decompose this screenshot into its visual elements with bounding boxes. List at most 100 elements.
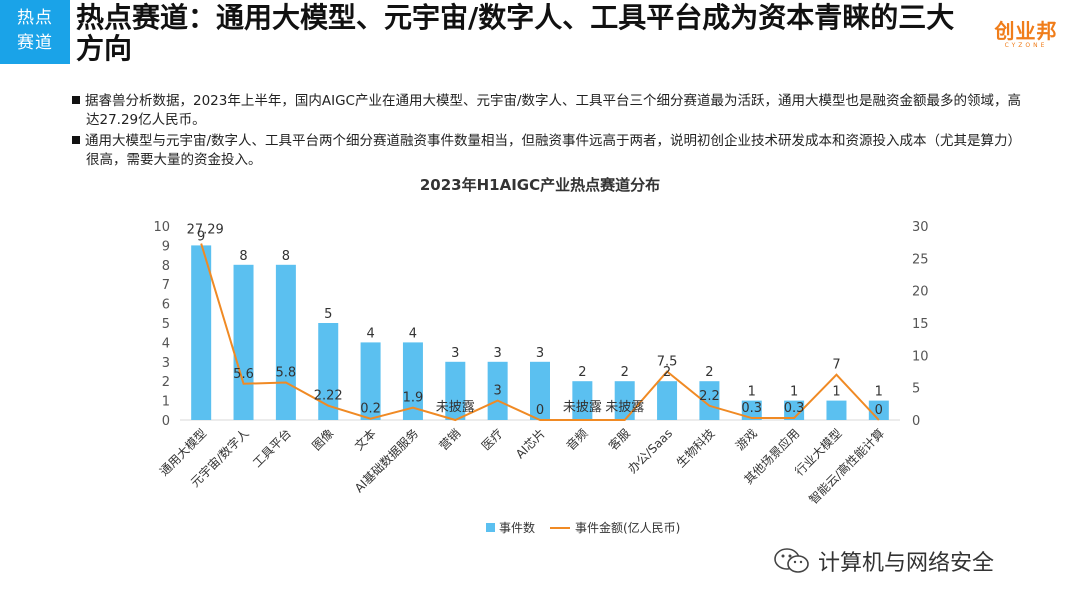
y-left-tick-label: 7 (162, 278, 170, 293)
legend-bar-swatch (486, 523, 495, 532)
bar-value-label: 9 (197, 229, 205, 244)
bar-value-label: 4 (366, 326, 374, 341)
y-right-tick-label: 30 (912, 220, 929, 235)
bar-value-label: 2 (663, 365, 671, 380)
y-right-tick-label: 10 (912, 349, 929, 364)
y-right-tick-label: 5 (912, 382, 920, 397)
line-value-label: 27.29 (187, 223, 224, 238)
bar-10 (614, 381, 635, 420)
bar-13 (741, 400, 762, 420)
section-tag-line1: 热点 (17, 8, 53, 28)
y-right-tick-label: 0 (912, 414, 920, 429)
bar-0 (191, 245, 212, 420)
x-tick-label: 工具平台 (249, 426, 294, 471)
bar-14 (784, 400, 805, 420)
bullet-text: 据睿兽分析数据，2023年上半年，国内AIGC产业在通用大模型、元宇宙/数字人、… (85, 93, 1022, 128)
bar-8 (530, 361, 550, 420)
line-value-label: 1.9 (403, 391, 424, 406)
bar-7 (487, 361, 508, 420)
x-tick-label: 医疗 (479, 426, 506, 453)
bar-value-label: 8 (282, 249, 290, 264)
y-left-tick-label: 6 (162, 298, 170, 313)
line-value-label: 0.2 (360, 402, 381, 417)
line-value-label: 7 (832, 358, 840, 373)
line-value-label: 0.3 (784, 401, 805, 416)
legend-bar-label: 事件数 (499, 520, 535, 535)
line-value-label: 2.2 (699, 389, 720, 404)
line-value-label: 7.5 (657, 355, 678, 370)
x-tick-label: AI芯片 (513, 426, 548, 461)
line-value-label: 0 (536, 403, 544, 418)
bar-value-label: 3 (494, 346, 502, 361)
bullet-text: 通用大模型与元宇宙/数字人、工具平台两个细分赛道融资事件数量相当，但融资事件远高… (85, 133, 1022, 168)
x-tick-label: 生物科技 (674, 426, 718, 470)
bullet-list: 据睿兽分析数据，2023年上半年，国内AIGC产业在通用大模型、元宇宙/数字人、… (72, 92, 1032, 172)
bar-15 (826, 400, 847, 420)
chart-title: 2023年H1AIGC产业热点赛道分布 (420, 176, 660, 194)
bullet-square-icon (72, 96, 80, 104)
line-series (200, 243, 880, 422)
y-left-tick-label: 5 (162, 317, 170, 332)
watermark: 计算机与网络安全 (772, 545, 994, 577)
x-tick-label: 文本 (351, 426, 379, 454)
y-left-tick-label: 1 (162, 395, 170, 410)
watermark-text: 计算机与网络安全 (818, 551, 995, 576)
line-value-label: 0 (875, 403, 883, 418)
line-value-label: 未披露 (436, 400, 475, 415)
x-tick-label: 音频 (563, 426, 591, 454)
bar-value-label: 2 (621, 365, 629, 380)
bullet-item: 据睿兽分析数据，2023年上半年，国内AIGC产业在通用大模型、元宇宙/数字人、… (72, 92, 1032, 130)
bar-value-label: 2 (705, 365, 713, 380)
page-title: 热点赛道：通用大模型、元宇宙/数字人、工具平台成为资本青睐的三大方向 (76, 1, 955, 65)
x-tick-label: 营销 (437, 426, 464, 453)
x-tick-label: 智能云/高性能计算 (806, 426, 887, 507)
y-right-tick-label: 25 (912, 252, 929, 267)
bar-value-label: 8 (239, 249, 247, 264)
bar-3 (318, 323, 339, 420)
bar-value-label: 3 (536, 346, 544, 361)
y-left-tick-label: 9 (162, 239, 170, 254)
line-value-label: 5.6 (233, 367, 254, 382)
bar-value-label: 1 (748, 385, 756, 400)
y-left-tick-label: 4 (162, 336, 170, 351)
bar-value-label: 1 (790, 385, 798, 400)
y-left-tick-label: 2 (162, 375, 170, 390)
section-tag-line2: 赛道 (17, 33, 53, 53)
x-tick-label: 办公/Saas (625, 426, 676, 477)
brand-logo-text: 创业邦 (994, 19, 1058, 43)
bar-11 (657, 381, 678, 420)
x-tick-label: 游戏 (733, 426, 760, 453)
section-tag: 热点 赛道 (0, 0, 70, 64)
bar-value-label: 4 (409, 326, 417, 341)
bar-5 (402, 342, 423, 420)
y-left-tick-label: 3 (162, 356, 170, 371)
bar-2 (275, 264, 296, 420)
bullet-item: 通用大模型与元宇宙/数字人、工具平台两个细分赛道融资事件数量相当，但融资事件远高… (72, 132, 1032, 170)
brand-logo-subtext: CYZONE (1004, 42, 1048, 49)
bar-value-label: 1 (832, 385, 840, 400)
bar-value-label: 1 (875, 385, 883, 400)
legend-line-label: 事件金额(亿人民币) (575, 520, 680, 535)
line-value-label: 3 (494, 384, 502, 399)
bar-value-label: 5 (324, 307, 332, 322)
line-value-label: 未披露 (605, 400, 644, 415)
x-tick-label: 客服 (605, 426, 633, 454)
y-left-tick-label: 10 (153, 220, 170, 235)
wechat-icon (774, 548, 809, 573)
brand-logo: 创业邦 CYZONE (986, 20, 1066, 50)
line-value-label: 未披露 (563, 400, 602, 415)
bar-4 (360, 342, 381, 420)
bar-value-label: 3 (451, 346, 459, 361)
y-right-tick-label: 20 (912, 285, 929, 300)
bar-1 (233, 264, 254, 420)
bullet-square-icon (72, 136, 80, 144)
bar-12 (699, 381, 720, 420)
line-value-label: 0.3 (741, 401, 762, 416)
line-value-label: 2.22 (314, 389, 343, 404)
bar-9 (572, 381, 593, 420)
y-right-tick-label: 15 (912, 317, 929, 332)
x-tick-label: 图像 (309, 426, 336, 453)
y-left-tick-label: 0 (162, 414, 170, 429)
bar-6 (445, 361, 466, 420)
